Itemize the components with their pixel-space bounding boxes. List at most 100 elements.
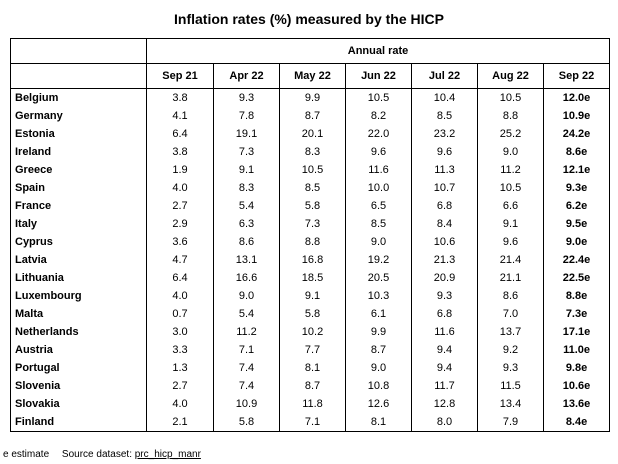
value-cell: 10.9 <box>213 395 280 413</box>
value-cell: 7.4 <box>213 377 280 395</box>
value-cell: 11.5 <box>477 377 544 395</box>
table-row: Ireland 3.8 7.3 8.3 9.6 9.6 9.0 8.6e <box>10 143 611 161</box>
value-cell: 6.8 <box>411 305 478 323</box>
value-cell: 18.5 <box>279 269 346 287</box>
value-cell: 12.6 <box>345 395 412 413</box>
value-cell: 7.9 <box>477 413 544 432</box>
value-cell: 10.7 <box>411 179 478 197</box>
value-cell: 8.6 <box>477 287 544 305</box>
value-cell: 13.4 <box>477 395 544 413</box>
table-row: Lithuania 6.4 16.6 18.5 20.5 20.9 21.1 22.5e <box>10 269 611 287</box>
value-cell: 9.1 <box>477 215 544 233</box>
value-cell: 8.0 <box>411 413 478 432</box>
value-cell: 11.8 <box>279 395 346 413</box>
table-row: Greece 1.9 9.1 10.5 11.6 11.3 11.2 12.1e <box>10 161 611 179</box>
value-cell: 9.0 <box>345 359 412 377</box>
value-cell: 10.5 <box>279 161 346 179</box>
value-cell: 5.8 <box>279 305 346 323</box>
value-cell: 22.4e <box>542 251 611 269</box>
table-row: Italy 2.9 6.3 7.3 8.5 8.4 9.1 9.5e <box>10 215 611 233</box>
value-cell: 10.0 <box>345 179 412 197</box>
value-cell: 8.7 <box>279 377 346 395</box>
value-cell: 19.2 <box>345 251 412 269</box>
value-cell: 9.9 <box>345 323 412 341</box>
table-row: Austria 3.3 7.1 7.7 8.7 9.4 9.2 11.0e <box>10 341 611 359</box>
value-cell: 6.5 <box>345 197 412 215</box>
value-cell: 24.2e <box>542 125 611 143</box>
value-cell: 20.9 <box>411 269 478 287</box>
value-cell: 8.1 <box>279 359 346 377</box>
value-cell: 5.4 <box>213 197 280 215</box>
value-cell: 9.3 <box>213 88 280 107</box>
country-cell: Lithuania <box>10 269 147 287</box>
table-row: Netherlands 3.0 11.2 10.2 9.9 11.6 13.7 17.1e <box>10 323 611 341</box>
table-row: Latvia 4.7 13.1 16.8 19.2 21.3 21.4 22.4e <box>10 251 611 269</box>
value-cell: 8.4 <box>411 215 478 233</box>
table-row: France 2.7 5.4 5.8 6.5 6.8 6.6 6.2e <box>10 197 611 215</box>
value-cell: 6.1 <box>345 305 412 323</box>
value-cell: 9.3 <box>477 359 544 377</box>
country-cell: Portugal <box>10 359 147 377</box>
value-cell: 5.8 <box>213 413 280 432</box>
value-cell: 12.1e <box>542 161 611 179</box>
footnote: e estimate Source dataset: prc_hicp_manr <box>3 449 201 460</box>
value-cell: 19.1 <box>213 125 280 143</box>
value-cell: 10.9e <box>542 107 611 125</box>
column-header: May 22 <box>279 63 346 89</box>
value-cell: 10.6 <box>411 233 478 251</box>
value-cell: 8.7 <box>345 341 412 359</box>
value-cell: 10.3 <box>345 287 412 305</box>
value-cell: 9.0e <box>542 233 611 251</box>
country-cell: Spain <box>10 179 147 197</box>
inflation-table: Annual rate Sep 21 Apr 22 May 22 Jun 22 Jul … <box>10 38 611 432</box>
dataset-link[interactable]: prc_hicp_manr <box>134 449 201 460</box>
value-cell: 13.6e <box>542 395 611 413</box>
value-cell: 9.6 <box>345 143 412 161</box>
value-cell: 9.6 <box>477 233 544 251</box>
value-cell: 6.4 <box>146 125 214 143</box>
value-cell: 4.7 <box>146 251 214 269</box>
value-cell: 8.3 <box>213 179 280 197</box>
value-cell: 6.6 <box>477 197 544 215</box>
value-cell: 21.3 <box>411 251 478 269</box>
value-cell: 8.5 <box>345 215 412 233</box>
value-cell: 11.0e <box>542 341 611 359</box>
value-cell: 5.8 <box>279 197 346 215</box>
country-cell: Germany <box>10 107 147 125</box>
value-cell: 9.8e <box>542 359 611 377</box>
value-cell: 9.0 <box>345 233 412 251</box>
value-cell: 9.1 <box>213 161 280 179</box>
value-cell: 9.3e <box>542 179 611 197</box>
value-cell: 3.8 <box>146 88 214 107</box>
column-header: Apr 22 <box>213 63 280 89</box>
value-cell: 16.8 <box>279 251 346 269</box>
value-cell: 6.4 <box>146 269 214 287</box>
value-cell: 9.1 <box>279 287 346 305</box>
value-cell: 3.0 <box>146 323 214 341</box>
table-row: Belgium 3.8 9.3 9.9 10.5 10.4 10.5 12.0e <box>10 88 611 107</box>
value-cell: 5.4 <box>213 305 280 323</box>
value-cell: 4.0 <box>146 395 214 413</box>
value-cell: 10.5 <box>345 88 412 107</box>
value-cell: 9.4 <box>411 341 478 359</box>
country-cell: Belgium <box>10 88 147 107</box>
value-cell: 7.3 <box>213 143 280 161</box>
table-row: Estonia 6.4 19.1 20.1 22.0 23.2 25.2 24.2e <box>10 125 611 143</box>
country-cell: Estonia <box>10 125 147 143</box>
value-cell: 9.9 <box>279 88 346 107</box>
value-cell: 20.1 <box>279 125 346 143</box>
page-title: Inflation rates (%) measured by the HICP <box>174 11 444 27</box>
value-cell: 9.5e <box>542 215 611 233</box>
value-cell: 22.5e <box>542 269 611 287</box>
value-cell: 11.2 <box>477 161 544 179</box>
value-cell: 13.7 <box>477 323 544 341</box>
value-cell: 11.2 <box>213 323 280 341</box>
country-cell: Greece <box>10 161 147 179</box>
value-cell: 3.8 <box>146 143 214 161</box>
value-cell: 10.2 <box>279 323 346 341</box>
header-corner <box>10 38 147 64</box>
value-cell: 8.6 <box>213 233 280 251</box>
value-cell: 23.2 <box>411 125 478 143</box>
table-body: Belgium 3.8 9.3 9.9 10.5 10.4 10.5 12.0e Germany… <box>10 88 611 432</box>
value-cell: 10.4 <box>411 88 478 107</box>
